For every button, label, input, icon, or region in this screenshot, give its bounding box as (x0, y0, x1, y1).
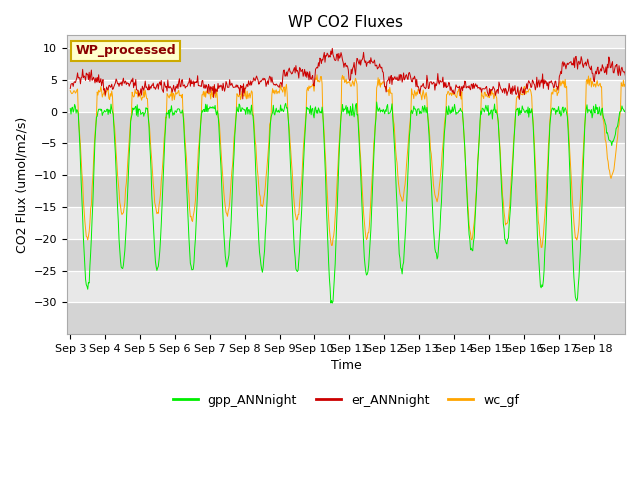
gpp_ANNnight (132, 104, 140, 109)
gpp_ANNnight (440, 146, 447, 152)
er_ANNnight (284, 73, 291, 79)
Bar (67, 207, 625, 239)
Line: gpp_ANNnight: gpp_ANNnight (70, 102, 628, 303)
Bar (67, 302, 625, 334)
Bar (67, 175, 625, 207)
Y-axis label: CO2 Flux (umol/m2/s): CO2 Flux (umol/m2/s) (15, 117, 28, 253)
wc_gf (313, 72, 321, 78)
wc_gf (234, 94, 242, 100)
Line: er_ANNnight: er_ANNnight (70, 48, 628, 99)
wc_gf (408, 86, 415, 92)
gpp_ANNnight (67, 106, 74, 111)
gpp_ANNnight (262, 220, 270, 226)
gpp_ANNnight (625, 108, 632, 113)
Bar (67, 112, 625, 144)
Bar (67, 239, 625, 271)
er_ANNnight (408, 79, 415, 84)
Text: WP_processed: WP_processed (75, 44, 176, 57)
er_ANNnight (439, 74, 447, 80)
Line: wc_gf: wc_gf (70, 75, 628, 247)
Bar (67, 80, 625, 112)
Bar (67, 48, 625, 80)
gpp_ANNnight (408, 111, 416, 117)
er_ANNnight (234, 85, 242, 91)
wc_gf (67, 88, 74, 94)
gpp_ANNnight (373, 99, 381, 105)
X-axis label: Time: Time (330, 360, 361, 372)
er_ANNnight (132, 77, 140, 83)
er_ANNnight (262, 84, 270, 89)
er_ANNnight (328, 46, 336, 51)
wc_gf (625, 82, 632, 87)
wc_gf (439, 142, 447, 148)
gpp_ANNnight (328, 300, 336, 306)
wc_gf (538, 244, 546, 250)
wc_gf (262, 174, 270, 180)
gpp_ANNnight (284, 105, 291, 110)
Bar (67, 36, 625, 48)
er_ANNnight (67, 85, 74, 91)
wc_gf (132, 90, 140, 96)
gpp_ANNnight (234, 109, 242, 115)
Title: WP CO2 Fluxes: WP CO2 Fluxes (289, 15, 403, 30)
Bar (67, 271, 625, 302)
wc_gf (284, 91, 291, 96)
er_ANNnight (625, 76, 632, 82)
er_ANNnight (515, 96, 523, 102)
Legend: gpp_ANNnight, er_ANNnight, wc_gf: gpp_ANNnight, er_ANNnight, wc_gf (168, 389, 524, 411)
Bar (67, 144, 625, 175)
